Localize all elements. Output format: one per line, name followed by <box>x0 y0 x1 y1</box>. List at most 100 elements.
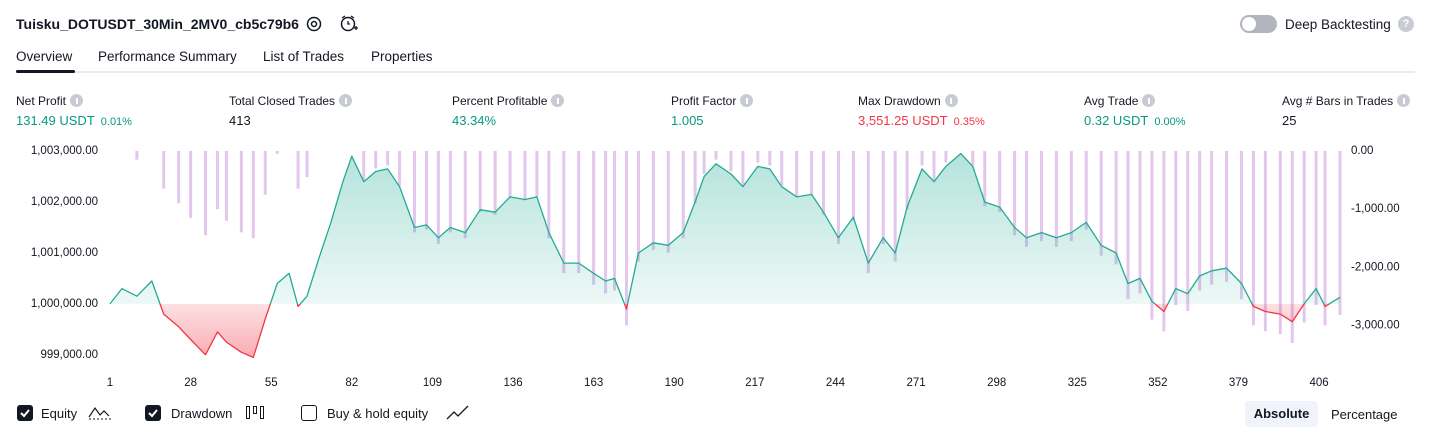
tab[interactable]: Performance Summary <box>98 49 237 64</box>
y-tick-label: 999,000.00 <box>40 349 98 361</box>
drawdown-bar <box>822 150 826 215</box>
x-tick-label: 190 <box>665 377 684 389</box>
legend-label: Equity <box>41 406 78 421</box>
drawdown-bar <box>305 150 309 178</box>
drawdown-bar <box>189 150 193 218</box>
drawdown-bar <box>1278 150 1282 335</box>
x-tick-label: 1 <box>107 377 113 389</box>
drawdown-bar <box>1210 150 1214 285</box>
drawdown-bar <box>535 150 539 198</box>
deep-backtesting-toggle[interactable] <box>1240 15 1277 33</box>
drawdown-bar <box>1084 150 1088 230</box>
drawdown-bar <box>1338 150 1342 315</box>
drawdown-bar <box>1186 150 1190 311</box>
drawdown-bar <box>424 150 428 230</box>
tab[interactable]: List of Trades <box>263 49 345 64</box>
drawdown-bar <box>523 150 527 201</box>
help-icon[interactable]: ? <box>1398 16 1414 32</box>
drawdown-bar <box>1099 150 1103 256</box>
metric-label: Total Closed Trades <box>229 94 353 108</box>
drawdown-bar <box>374 150 378 169</box>
metric-label-text: Avg # Bars in Trades <box>1282 94 1394 108</box>
drawdown-bar <box>1314 150 1318 306</box>
drawdown-bar <box>162 150 166 189</box>
drawdown-bar <box>296 150 300 189</box>
info-icon <box>740 94 754 107</box>
y-tick-label: 1,003,000.00 <box>31 145 98 157</box>
drawdown-bar <box>562 150 566 274</box>
scale-button[interactable]: Percentage <box>1331 407 1398 422</box>
drawdown-bar <box>613 150 617 291</box>
tab-divider <box>16 71 1415 73</box>
y2-tick-label: -1,000.00 <box>1351 203 1400 215</box>
drawdown-bar <box>1138 150 1142 294</box>
x-tick-label: 406 <box>1310 377 1329 389</box>
drawdown-bar <box>1162 150 1166 332</box>
drawdown-bar <box>944 150 948 163</box>
metric-value: 131.49 USDT 0.01% <box>16 113 132 128</box>
drawdown-bar <box>592 150 596 285</box>
toggle-label: Deep Backtesting <box>1285 17 1391 32</box>
metric-label: Percent Profitable <box>452 94 565 108</box>
y-tick-label: 1,000,000.00 <box>31 298 98 310</box>
active-tab-indicator <box>16 70 75 73</box>
x-tick-label: 136 <box>503 377 522 389</box>
metric-label-text: Percent Profitable <box>452 94 548 108</box>
drawdown-bar <box>215 150 219 210</box>
drawdown-bar <box>651 150 655 250</box>
drawdown-bar <box>436 150 440 245</box>
drawdown-bar <box>463 150 467 239</box>
metric-value-text: 43.34% <box>452 113 497 128</box>
drawdown-bar <box>577 150 581 274</box>
metric-sub: 0.01% <box>100 116 132 128</box>
drawdown-bar <box>448 150 452 233</box>
settings-icon[interactable] <box>305 15 323 33</box>
drawdown-bar <box>508 150 512 198</box>
drawdown-bar <box>624 150 628 326</box>
drawdown-bar <box>386 150 390 166</box>
equity-checkbox[interactable] <box>17 405 33 421</box>
tab[interactable]: Properties <box>371 49 433 64</box>
metric-value-text: 1.005 <box>671 113 704 128</box>
tab[interactable]: Overview <box>16 49 73 64</box>
metric-label: Avg Trade <box>1084 94 1156 108</box>
info-icon <box>1142 94 1156 107</box>
metric-label: Max Drawdown <box>858 94 958 108</box>
x-tick-label: 82 <box>345 377 358 389</box>
drawdown-bar <box>275 150 279 154</box>
drawdown-icon <box>246 406 264 419</box>
drawdown-bar <box>1323 150 1327 326</box>
y2-tick-label: -2,000.00 <box>1351 261 1400 273</box>
info-icon <box>339 94 353 107</box>
scale-button[interactable]: Absolute <box>1245 401 1318 427</box>
legend-label: Drawdown <box>171 406 233 421</box>
metric-label-text: Max Drawdown <box>858 94 941 108</box>
drawdown-bar <box>263 150 267 195</box>
alert-icon[interactable] <box>339 14 359 34</box>
info-icon <box>944 94 958 107</box>
metric-value: 25 <box>1282 113 1296 128</box>
drawdown-bar <box>741 150 745 186</box>
drawdown-bar <box>1290 150 1294 343</box>
legend-label: Buy & hold equity <box>327 406 429 421</box>
drawdown-bar <box>1114 150 1118 265</box>
drawdown-bar <box>224 150 228 221</box>
x-tick-label: 109 <box>423 377 442 389</box>
x-tick-label: 28 <box>184 377 197 389</box>
y-tick-label: 1,002,000.00 <box>31 196 98 208</box>
drawdown-bar <box>1198 150 1202 291</box>
x-tick-label: 352 <box>1148 377 1167 389</box>
drawdown-bar <box>1054 150 1058 247</box>
drawdown-bar <box>851 150 855 221</box>
buy-hold-icon <box>446 405 469 420</box>
drawdown-bar <box>493 150 497 215</box>
drawdown-bar <box>810 150 814 195</box>
drawdown-checkbox[interactable] <box>145 405 161 421</box>
metric-value-text: 0.32 USDT <box>1084 113 1149 128</box>
info-icon <box>1397 94 1411 107</box>
drawdown-bar <box>1013 150 1017 236</box>
drawdown-bar <box>1069 150 1073 242</box>
metric-label-text: Total Closed Trades <box>229 94 336 108</box>
buy-hold-checkbox[interactable] <box>301 405 317 421</box>
drawdown-bar <box>893 150 897 262</box>
